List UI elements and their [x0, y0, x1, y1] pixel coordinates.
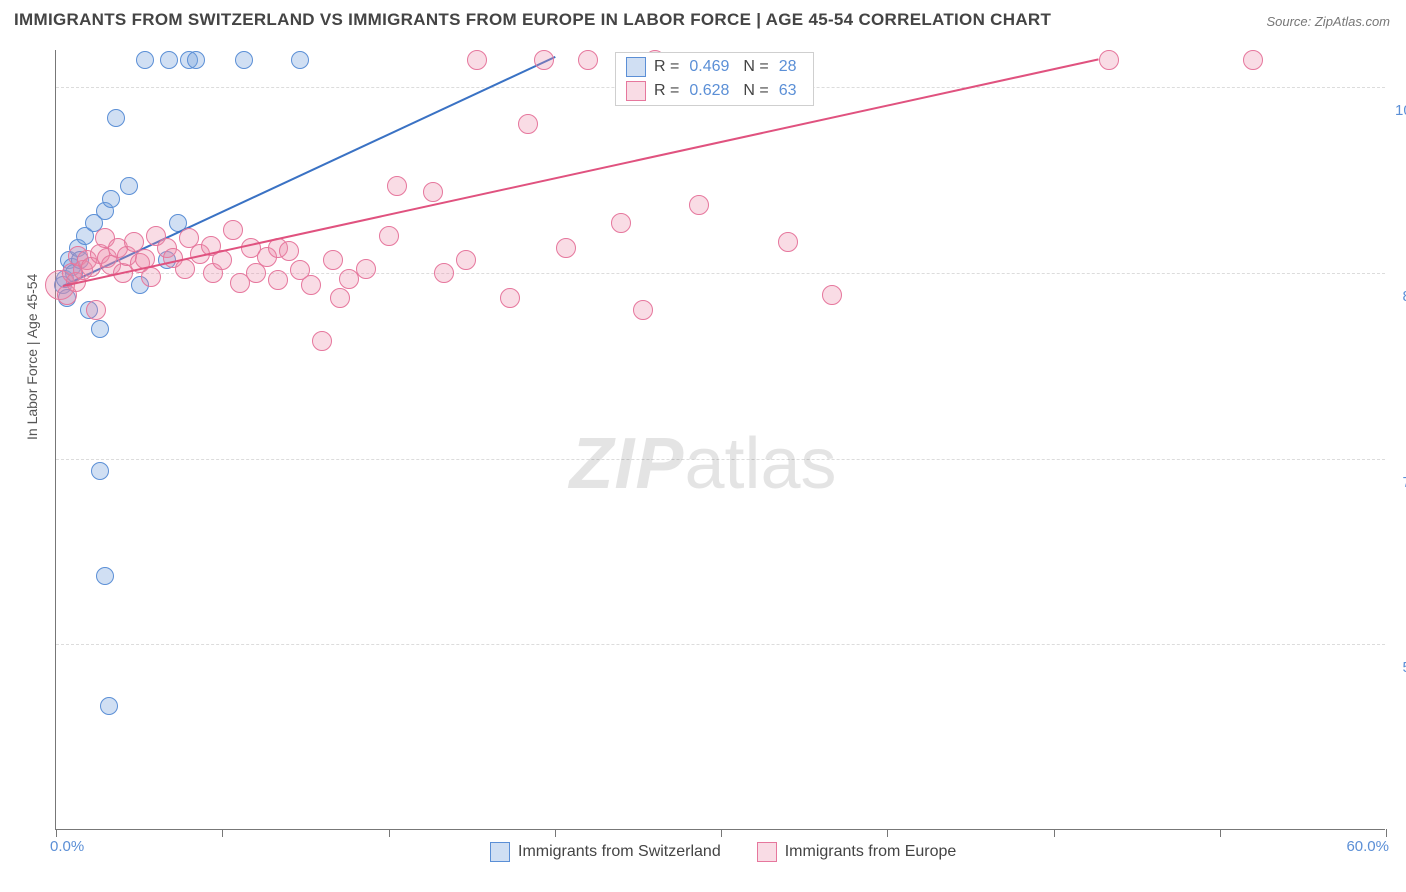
- data-point: [235, 51, 253, 69]
- trend-line: [62, 59, 1098, 288]
- data-point: [500, 288, 520, 308]
- x-start-label: 0.0%: [50, 838, 84, 855]
- legend-swatch: [626, 81, 646, 101]
- source-label: Source: ZipAtlas.com: [1266, 14, 1390, 29]
- legend-n-label: N =: [743, 58, 768, 76]
- data-point: [86, 300, 106, 320]
- x-tick: [1220, 829, 1221, 837]
- data-point: [534, 50, 554, 70]
- data-point: [1099, 50, 1119, 70]
- x-tick: [887, 829, 888, 837]
- legend-r-label: R =: [654, 58, 679, 76]
- data-point: [120, 177, 138, 195]
- series-legend: Immigrants from Switzerland Immigrants fr…: [490, 842, 956, 862]
- y-tick-label: 55.0%: [1395, 659, 1406, 676]
- y-tick-label: 85.0%: [1395, 288, 1406, 305]
- y-tick-label: 70.0%: [1395, 474, 1406, 491]
- x-tick: [721, 829, 722, 837]
- x-tick: [1054, 829, 1055, 837]
- legend-swatch: [757, 842, 777, 862]
- data-point: [330, 288, 350, 308]
- y-tick-label: 100.0%: [1395, 102, 1406, 119]
- data-point: [387, 176, 407, 196]
- data-point: [689, 195, 709, 215]
- data-point: [279, 241, 299, 261]
- legend-swatch: [490, 842, 510, 862]
- data-point: [379, 226, 399, 246]
- y-axis-label: In Labor Force | Age 45-54: [24, 274, 40, 440]
- data-point: [141, 267, 161, 287]
- data-point: [518, 114, 538, 134]
- x-tick: [555, 829, 556, 837]
- legend-series-name: Immigrants from Switzerland: [518, 843, 721, 861]
- data-point: [456, 250, 476, 270]
- data-point: [434, 263, 454, 283]
- data-point: [301, 275, 321, 295]
- legend-swatch: [626, 57, 646, 77]
- scatter-plot-area: 55.0%70.0%85.0%100.0%0.0%60.0%: [55, 50, 1385, 830]
- data-point: [822, 285, 842, 305]
- correlation-legend: R = 0.469 N = 28 R = 0.628 N = 63: [615, 52, 814, 106]
- x-tick: [389, 829, 390, 837]
- data-point: [160, 51, 178, 69]
- chart-title: IMMIGRANTS FROM SWITZERLAND VS IMMIGRANT…: [14, 10, 1051, 30]
- data-point: [467, 50, 487, 70]
- x-end-label: 60.0%: [1346, 838, 1389, 855]
- data-point: [1243, 50, 1263, 70]
- data-point: [312, 331, 332, 351]
- data-point: [291, 51, 309, 69]
- data-point: [323, 250, 343, 270]
- legend-n-value: 28: [779, 58, 797, 76]
- data-point: [778, 232, 798, 252]
- legend-r-value: 0.628: [689, 82, 729, 100]
- legend-n-value: 63: [779, 82, 797, 100]
- x-tick: [56, 829, 57, 837]
- data-point: [556, 238, 576, 258]
- gridline: 70.0%: [56, 459, 1385, 460]
- data-point: [633, 300, 653, 320]
- legend-item: Immigrants from Europe: [757, 842, 957, 862]
- data-point: [102, 190, 120, 208]
- data-point: [339, 269, 359, 289]
- data-point: [611, 213, 631, 233]
- data-point: [423, 182, 443, 202]
- legend-series-name: Immigrants from Europe: [785, 843, 957, 861]
- data-point: [107, 109, 125, 127]
- data-point: [268, 270, 288, 290]
- gridline: 55.0%: [56, 644, 1385, 645]
- data-point: [187, 51, 205, 69]
- data-point: [578, 50, 598, 70]
- legend-n-label: N =: [743, 82, 768, 100]
- legend-r-label: R =: [654, 82, 679, 100]
- x-tick: [1386, 829, 1387, 837]
- data-point: [356, 259, 376, 279]
- data-point: [175, 259, 195, 279]
- legend-item: Immigrants from Switzerland: [490, 842, 721, 862]
- legend-row: R = 0.628 N = 63: [616, 79, 813, 103]
- data-point: [136, 51, 154, 69]
- x-tick: [222, 829, 223, 837]
- data-point: [91, 462, 109, 480]
- data-point: [223, 220, 243, 240]
- data-point: [96, 567, 114, 585]
- data-point: [91, 320, 109, 338]
- data-point: [100, 697, 118, 715]
- legend-row: R = 0.469 N = 28: [616, 55, 813, 79]
- legend-r-value: 0.469: [689, 58, 729, 76]
